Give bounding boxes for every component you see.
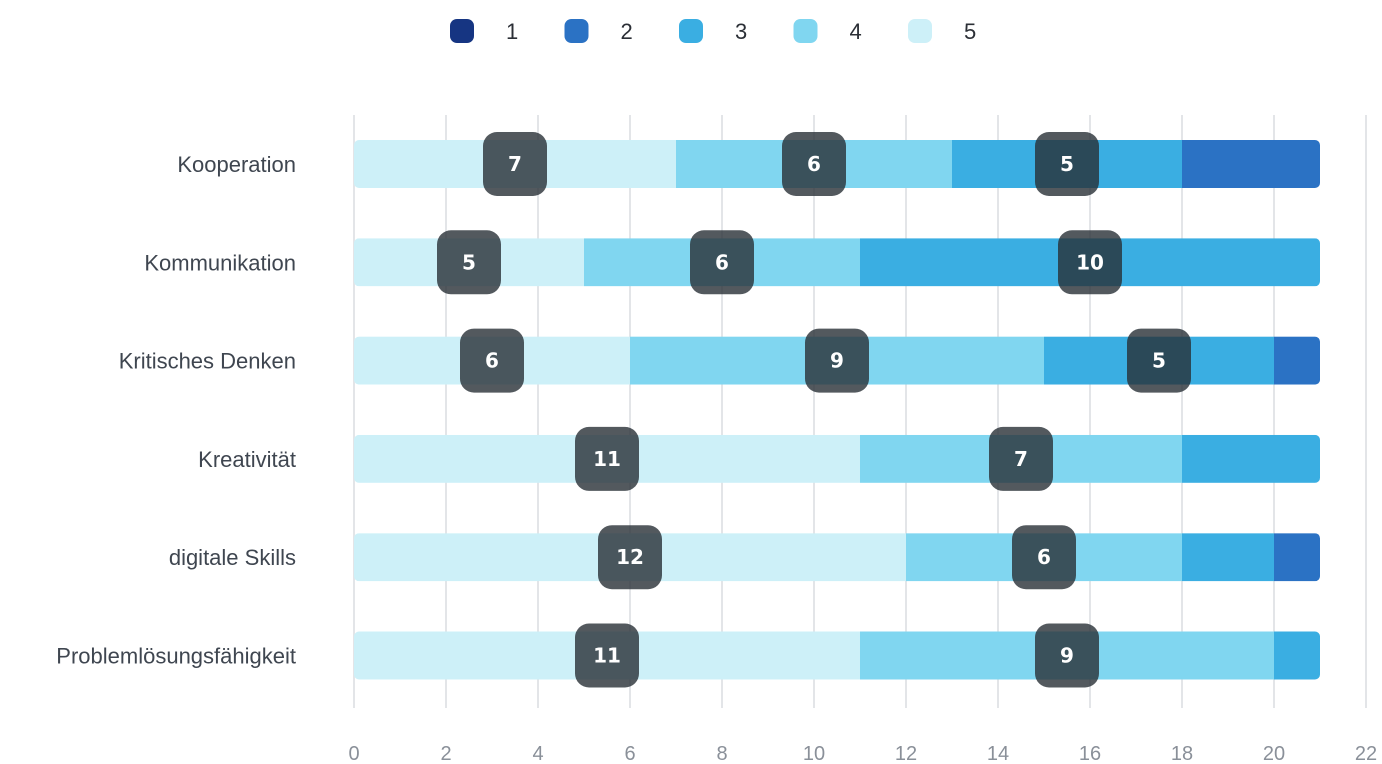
grid-lines [353,115,1367,708]
bar-row-kreativitat [354,434,1320,483]
category-label-kooperation: Kooperation [177,152,296,177]
data-label-value: 7 [508,152,522,176]
data-label-box [437,230,501,295]
legend-swatch [564,19,589,43]
data-label-box [575,426,639,491]
bars [354,140,1320,680]
legend-swatch [679,19,703,43]
data-label-problemlosungsfahigkeit-series-5: 11 [575,623,639,688]
category-labels: Kooperation Kommunikation Kritisches Denke… [56,152,296,669]
data-label-kreativitat-series-4: 7 [989,426,1053,491]
data-label-value: 7 [1014,447,1028,471]
data-label-kritisches-denken-series-4: 9 [805,328,869,393]
x-tick-label-22: 22 [1355,743,1377,764]
data-label-digitale-skills-series-4: 6 [1012,525,1076,590]
data-label-value: 9 [1060,644,1074,668]
data-label-kommunikation-series-3: 10 [1058,230,1122,295]
bar-kritisches-denken-series-2 [1274,336,1320,385]
data-label-kommunikation-series-5: 5 [437,230,501,295]
x-tick-label-18: 18 [1171,743,1193,764]
data-labels: 7 6 5 5 6 10 6 9 5 11 7 12 6 11 9 [437,132,1191,688]
data-label-box [1058,230,1122,295]
x-tick-label-8: 8 [716,743,727,764]
bar-row-digitale-skills [354,533,1320,582]
data-label-box [782,132,846,196]
data-label-value: 6 [807,152,821,176]
data-label-value: 12 [616,545,644,569]
data-label-kommunikation-series-4: 6 [690,230,754,295]
data-label-value: 11 [593,644,621,668]
data-label-value: 5 [1152,349,1166,373]
legend-label: 1 [506,19,518,44]
x-tick-label-2: 2 [440,743,451,764]
data-label-box [1035,132,1099,196]
category-label-digitale-skills: digitale Skills [169,545,296,570]
bar-problemlosungsfahigkeit-series-3 [1274,631,1320,680]
bar-row-problemlosungsfahigkeit [354,631,1320,680]
data-label-kritisches-denken-series-5: 6 [460,328,524,393]
x-tick-label-0: 0 [348,743,359,764]
legend-item-1: 1 [450,19,518,44]
legend-swatch [450,19,474,43]
data-label-value: 6 [1037,545,1051,569]
category-label-kritisches-denken: Kritisches Denken [119,349,296,374]
data-label-box [483,132,547,196]
data-label-kritisches-denken-series-3: 5 [1127,328,1191,393]
legend-label: 3 [735,19,747,44]
data-label-box [1012,525,1076,590]
legend-label: 4 [850,19,862,44]
data-label-box [805,328,869,393]
legend-item-2: 2 [564,19,633,44]
category-label-kreativitat: Kreativität [198,447,296,472]
legend-item-5: 5 [908,19,976,44]
legend-label: 5 [964,19,976,44]
bar-kreativitat-series-3 [1182,434,1320,483]
category-label-problemlosungsfahigkeit: Problemlösungsfähigkeit [56,644,296,669]
x-tick-label-12: 12 [895,743,917,764]
data-label-box [1035,623,1099,688]
bar-digitale-skills-series-3 [1182,533,1274,582]
data-label-value: 5 [1060,152,1074,176]
data-label-kooperation-series-4: 6 [782,132,846,196]
x-tick-label-6: 6 [624,743,635,764]
category-label-kommunikation: Kommunikation [144,250,296,275]
bar-kooperation-series-2 [1182,140,1320,188]
x-tick-label-4: 4 [532,743,543,764]
legend-swatch [908,19,932,43]
data-label-box [690,230,754,295]
data-label-value: 10 [1076,250,1104,274]
data-label-box [598,525,662,590]
data-label-box [1127,328,1191,393]
legend-label: 2 [621,19,633,44]
data-label-box [989,426,1053,491]
legend-swatch [793,19,818,43]
data-label-kreativitat-series-5: 11 [575,426,639,491]
legend: 1 2 3 4 5 [450,19,976,44]
bar-digitale-skills-series-2 [1274,533,1320,582]
data-label-box [460,328,524,393]
data-label-value: 9 [830,349,844,373]
x-tick-label-20: 20 [1263,743,1285,764]
data-label-value: 6 [485,349,499,373]
legend-item-3: 3 [679,19,747,44]
data-label-problemlosungsfahigkeit-series-4: 9 [1035,623,1099,688]
legend-item-4: 4 [793,19,862,44]
data-label-value: 5 [462,250,476,274]
data-label-box [575,623,639,688]
data-label-kooperation-series-5: 7 [483,132,547,196]
x-axis-ticks: 0 2 4 6 8 10 12 14 16 18 20 22 [348,743,1377,764]
x-tick-label-10: 10 [803,743,825,764]
data-label-value: 11 [593,447,621,471]
x-tick-label-14: 14 [987,743,1009,764]
data-label-kooperation-series-3: 5 [1035,132,1099,196]
x-tick-label-16: 16 [1079,743,1101,764]
data-label-digitale-skills-series-5: 12 [598,525,662,590]
data-label-value: 6 [715,250,729,274]
